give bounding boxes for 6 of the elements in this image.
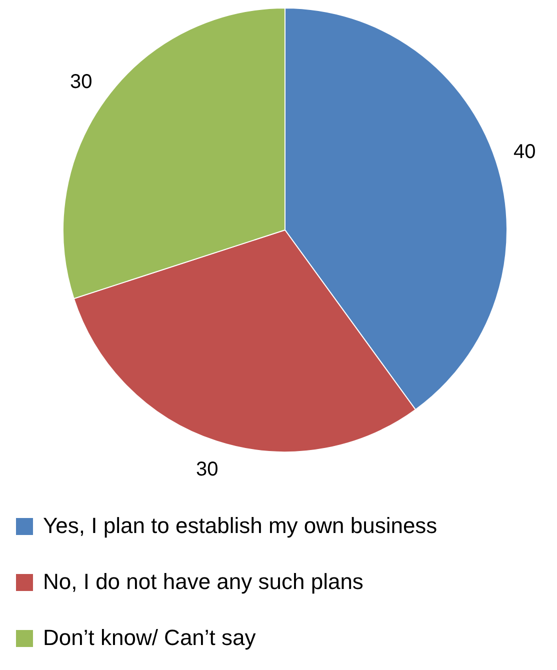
data-label: 30 [196,458,218,481]
legend-label: Yes, I plan to establish my own business [43,513,438,539]
legend-label: Don’t know/ Can’t say [43,625,256,651]
legend-label: No, I do not have any such plans [43,569,364,595]
data-label: 30 [70,70,92,93]
data-label: 40 [514,141,536,164]
